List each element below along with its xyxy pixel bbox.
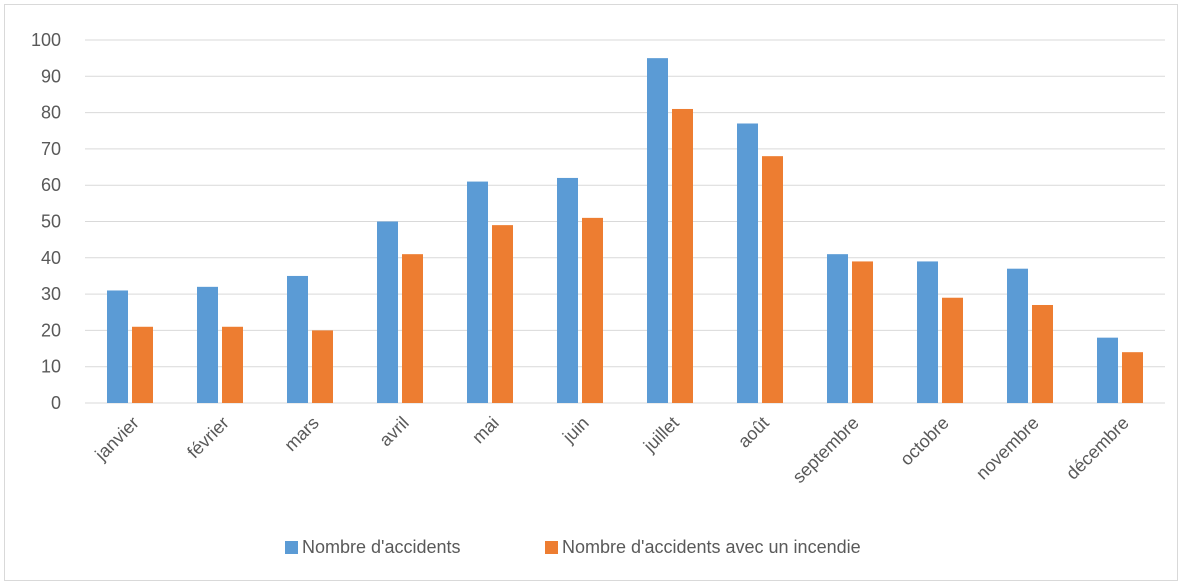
y-tick-label: 10 — [41, 357, 61, 377]
bars — [107, 58, 1143, 404]
legend-label: Nombre d'accidents avec un incendie — [562, 537, 861, 557]
x-tick-label: mars — [280, 413, 322, 455]
legend-label: Nombre d'accidents — [302, 537, 461, 557]
legend-swatch — [545, 541, 558, 554]
bar-accidents-août — [737, 123, 758, 404]
bar-accidents-mai — [467, 181, 488, 403]
y-axis-ticks: 0 10 20 30 40 50 60 70 80 90 100 — [31, 30, 61, 413]
bar-accidents-novembre — [1007, 268, 1028, 403]
bar-incendie-septembre — [852, 261, 873, 403]
bar-incendie-avril — [402, 254, 423, 403]
gridlines — [85, 39, 1165, 368]
bar-incendie-mai — [492, 225, 513, 403]
y-tick-label: 20 — [41, 320, 61, 340]
bar-accidents-mars — [287, 275, 308, 403]
y-tick-label: 30 — [41, 284, 61, 304]
x-tick-label: novembre — [972, 413, 1043, 484]
x-tick-label: avril — [375, 413, 412, 450]
x-tick-label: juillet — [639, 413, 683, 457]
y-tick-label: 40 — [41, 248, 61, 268]
bar-incendie-juillet — [672, 108, 693, 403]
x-tick-label: janvier — [90, 413, 142, 465]
bar-accidents-juin — [557, 177, 578, 403]
bar-incendie-novembre — [1032, 304, 1053, 403]
x-tick-label: février — [183, 413, 233, 463]
y-tick-label: 100 — [31, 30, 61, 50]
bar-accidents-décembre — [1097, 337, 1118, 403]
y-tick-label: 0 — [51, 393, 61, 413]
bar-accidents-juillet — [647, 58, 668, 404]
bar-accidents-janvier — [107, 290, 128, 403]
x-tick-label: octobre — [896, 413, 953, 470]
bar-incendie-janvier — [132, 326, 153, 403]
y-tick-label: 60 — [41, 175, 61, 195]
x-tick-label: décembre — [1062, 413, 1133, 484]
bar-incendie-octobre — [942, 297, 963, 403]
bar-incendie-décembre — [1122, 352, 1143, 403]
legend: Nombre d'accidents Nombre d'accidents ave… — [285, 537, 861, 557]
bar-incendie-août — [762, 156, 783, 403]
x-tick-label: mai — [468, 413, 503, 448]
y-tick-label: 70 — [41, 139, 61, 159]
bar-accidents-octobre — [917, 261, 938, 403]
legend-swatch — [285, 541, 298, 554]
y-tick-label: 50 — [41, 212, 61, 232]
bar-accidents-avril — [377, 221, 398, 403]
bar-incendie-mars — [312, 330, 333, 403]
bar-incendie-février — [222, 326, 243, 403]
x-tick-label: septembre — [789, 413, 863, 487]
x-tick-label: août — [734, 413, 773, 452]
x-tick-label: juin — [558, 413, 593, 448]
x-axis-ticks: janvier février mars avril mai juin juillet aoû… — [90, 413, 1132, 487]
bar-accidents-février — [197, 286, 218, 403]
y-tick-label: 90 — [41, 66, 61, 86]
bar-accidents-septembre — [827, 254, 848, 403]
bar-incendie-juin — [582, 217, 603, 403]
y-tick-label: 80 — [41, 103, 61, 123]
